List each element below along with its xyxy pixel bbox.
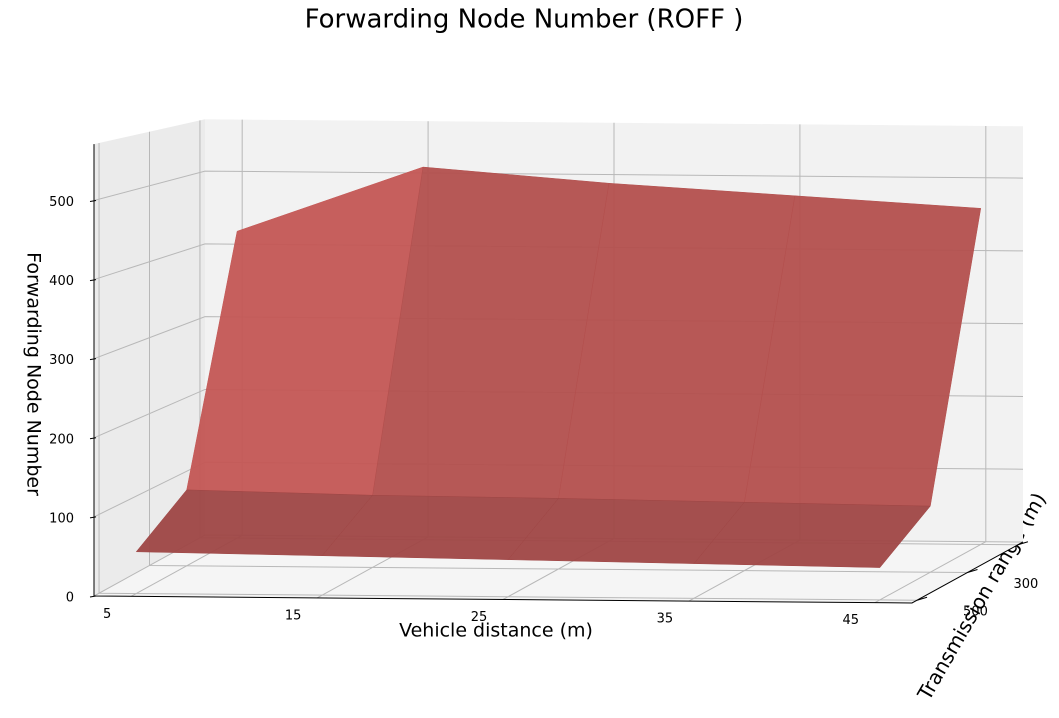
z-axis-label: Forwarding Node Number bbox=[23, 252, 45, 496]
z-tick-label: 0 bbox=[66, 591, 74, 606]
x-tick-label: 25 bbox=[471, 610, 488, 625]
z-tick-label: 400 bbox=[49, 274, 74, 289]
y-tick-label: 500 bbox=[963, 605, 988, 620]
z-tick-label: 300 bbox=[49, 353, 74, 368]
z-tick-label: 100 bbox=[49, 511, 74, 526]
z-tick bbox=[89, 279, 97, 282]
y-tick-label: 300 bbox=[1014, 577, 1039, 592]
x-tick-label: 15 bbox=[285, 608, 302, 623]
grid-line bbox=[149, 131, 968, 573]
grid-line bbox=[874, 125, 987, 604]
chart-title: Forwarding Node Number (ROFF ) bbox=[305, 5, 744, 35]
z-tick bbox=[89, 437, 97, 440]
x-axis-label: Vehicle distance (m) bbox=[399, 620, 593, 642]
z-tick bbox=[89, 516, 97, 519]
z-tick bbox=[89, 199, 97, 202]
grid-line bbox=[98, 143, 918, 601]
z-tick-label: 200 bbox=[49, 432, 74, 447]
z-tick bbox=[89, 358, 97, 361]
x-tick-label: 45 bbox=[843, 613, 860, 628]
grid-line bbox=[93, 170, 1024, 201]
surface-cell bbox=[693, 501, 931, 568]
z-tick-label: 500 bbox=[49, 195, 74, 210]
axis-line bbox=[93, 144, 1024, 604]
x-tick-label: 5 bbox=[103, 607, 111, 622]
x-tick-label: 35 bbox=[657, 612, 674, 627]
